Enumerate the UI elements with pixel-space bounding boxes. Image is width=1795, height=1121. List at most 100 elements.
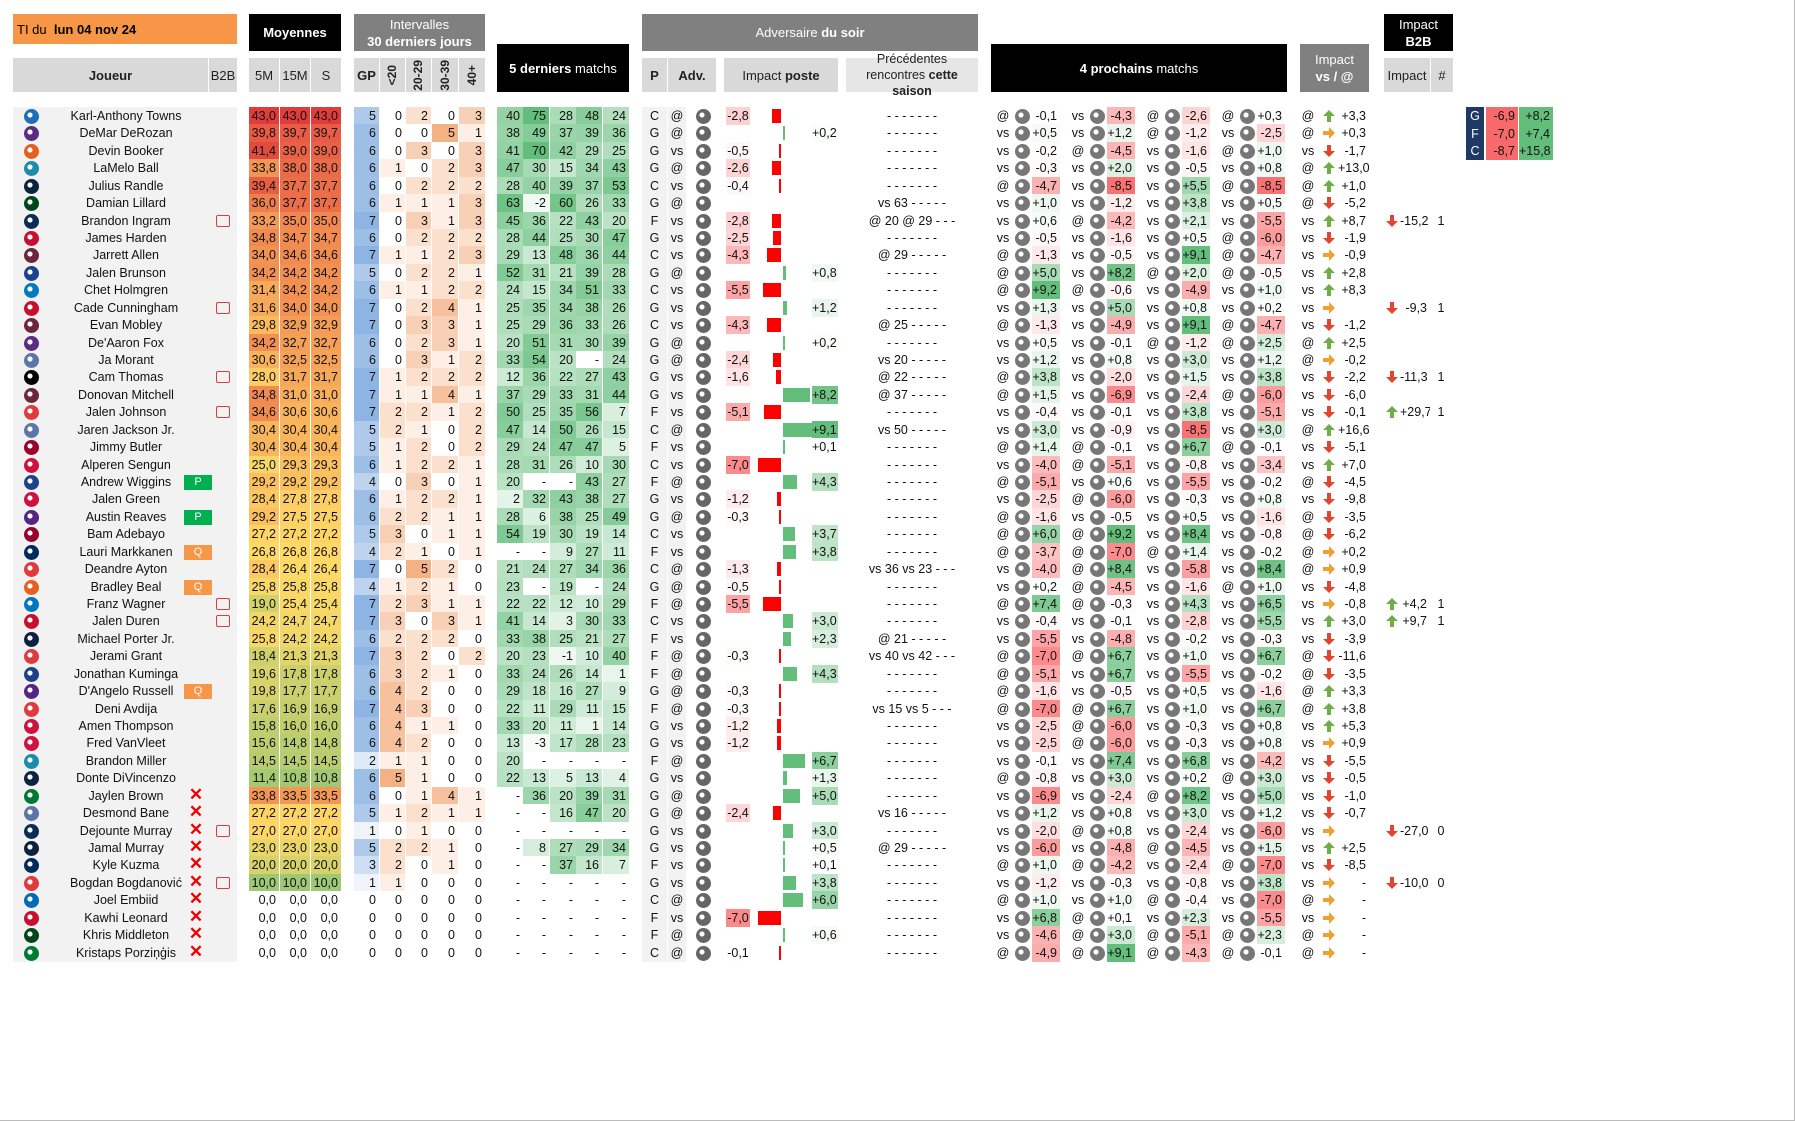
player-row[interactable]: Jaren Jackson Jr. 30,4 30,4 30,4 5 2 1 0 2 47 14 50… [0,420,1795,440]
opponent-logo-icon [696,579,711,595]
last-game-score: 44 [523,229,549,247]
avg-season: 24,2 [311,629,341,648]
player-row[interactable]: Bogdan Bogdanović ✕ 10,0 10,0 10,0 1 1 0 0 0- - - - -… [0,873,1795,893]
player-row[interactable]: Cade Cunningham 31,6 34,0 34,0 7 0 2 4 1 25 35 34 38… [0,298,1795,318]
col-joueur[interactable]: Joueur [13,58,208,92]
player-row[interactable]: Jaylen Brown ✕ 33,8 33,5 33,5 6 0 1 4 1-36 20 39 31 G… [0,786,1795,806]
last-game-score: 23 [523,647,549,666]
player-row[interactable]: Jonathan Kuminga 19,6 17,8 17,8 6 3 2 1 0 33 24 26 1… [0,664,1795,684]
col-hash[interactable]: # [1431,58,1453,92]
next-opponent-logo-icon [1015,893,1030,909]
avg-15m: 31,7 [280,368,310,387]
player-row[interactable]: LaMelo Ball 33,8 38,0 38,0 6 1 0 2 3 47 30 15 34 43 G @… [0,158,1795,178]
player-row[interactable]: Jalen Brunson 34,2 34,2 34,2 5 0 2 2 1 52 31 21 39 28… [0,263,1795,283]
col-gp[interactable]: GP [354,58,379,92]
player-row[interactable]: Julius Randle 39,4 37,7 37,7 6 0 2 2 2 28 40 39 37 53… [0,176,1795,196]
team-logo-icon [24,300,39,316]
player-name: Jamal Murray [88,841,164,856]
player-row[interactable]: D'Angelo Russell Q 19,8 17,7 17,7 6 4 2 0 0 29 18 16… [0,681,1795,701]
player-row[interactable]: Donovan Mitchell 34,8 31,0 31,0 7 1 1 4 1 37 29 33 3… [0,385,1795,405]
next-impact: -5,1 [1107,455,1135,474]
col-40plus[interactable]: 40+ [459,58,485,92]
player-row[interactable]: Amen Thompson 15,8 16,0 16,0 6 4 1 1 0 33 20 11 1 14 G… [0,716,1795,736]
col-s[interactable]: S [311,58,341,92]
player-row[interactable]: Bradley Beal Q 25,8 25,8 25,8 4 1 2 1 0 23-19-24 G @… [0,577,1795,597]
player-row[interactable]: Chet Holmgren 31,4 34,2 34,2 6 1 1 2 2 24 15 34 51 33… [0,280,1795,300]
col-impact[interactable]: Impact [1384,58,1430,92]
player-row[interactable]: Joel Embiid ✕ 0,0 0,0 0,0 0 0 0 0 0- - - - - C @ +6,0- -… [0,890,1795,910]
player-row[interactable]: Michael Porter Jr. 25,8 24,2 24,2 6 2 2 2 0 33 38 2… [0,629,1795,649]
player-name: Deni Avdija [94,701,158,716]
player-row[interactable]: Brandon Miller 14,5 14,5 14,5 2 1 1 0 0 20- - - - F @ +… [0,751,1795,771]
player-row[interactable]: Karl-Anthony Towns 43,0 43,0 43,0 5 0 2 0 3 40 75 2… [0,106,1795,126]
col-2029[interactable]: 20-29 [406,58,431,92]
col-adv[interactable]: Adv. [668,58,716,92]
next-venue: vs [996,614,1010,629]
avg-season: 34,6 [311,246,341,265]
next-impact: -6,0 [1107,734,1135,753]
next-opponent-logo-icon [1015,631,1030,647]
player-row[interactable]: Franz Wagner 19,0 25,4 25,4 7 2 3 1 1 22 22 12 10 29 F… [0,594,1795,614]
status-out-icon: ✕ [188,802,204,822]
last-game-score: 21 [576,629,602,648]
next-impact: -0,3 [1257,629,1285,648]
next-opponent-logo-icon [1240,422,1255,438]
player-row[interactable]: Kristaps Porziņģis ✕ 0,0 0,0 0,0 0 0 0 0 0- - - - - C @… [0,943,1795,963]
impact-vs-venue: vs [1301,318,1315,333]
next-impact: -0,3 [1032,159,1060,178]
player-row[interactable]: Austin Reaves P 29,2 27,5 27,5 6 2 2 1 1 28 6 38 25 49… [0,507,1795,527]
next-opponent-logo-icon [1090,492,1105,508]
col-impact-poste[interactable]: Impact poste [724,58,838,92]
row-band [13,856,237,875]
impact-poste-bar [773,806,781,821]
impact-vs-venue: vs [1301,440,1315,455]
next-opponent-logo-icon [1090,143,1105,159]
player-row[interactable]: De'Aaron Fox 34,2 32,7 32,7 6 0 2 3 1 20 51 31 30 39 G… [0,333,1795,353]
player-row[interactable]: Jarrett Allen 34,0 34,6 34,6 7 1 1 2 3 29 13 48 36 44… [0,245,1795,265]
player-row[interactable]: James Harden 34,8 34,7 34,7 6 0 2 2 2 28 44 25 30 47 G… [0,228,1795,248]
col-15m[interactable]: 15M [280,58,310,92]
col-lt20[interactable]: <20 [380,58,405,92]
player-row[interactable]: Khris Middleton ✕ 0,0 0,0 0,0 0 0 0 0 0- - - - - F @ +0,… [0,925,1795,945]
avg-15m: 26,8 [280,542,310,561]
player-row[interactable]: Andrew Wiggins P 29,2 29,2 29,2 4 0 3 0 1 20- -43 27… [0,472,1795,492]
team-logo-icon [24,318,39,334]
arrow-down-icon [1323,232,1335,244]
col-2029-label: 20-29 [411,59,425,91]
next-impact: +1,0 [1257,281,1285,300]
team-logo-icon [24,161,39,177]
col-precedentes[interactable]: Précédentes rencontres cette saison [846,52,978,98]
player-row[interactable]: Brandon Ingram 33,2 35,0 35,0 7 0 3 1 3 45 36 22 43 2… [0,211,1795,231]
col-5m[interactable]: 5M [249,58,279,92]
player-row[interactable]: Deni Avdija 17,6 16,9 16,9 7 4 3 0 0 22 11 29 11 15 F @… [0,699,1795,719]
player-row[interactable]: Jalen Johnson 34,6 30,6 30,6 7 2 2 1 2 50 25 35 56 7 F… [0,402,1795,422]
player-row[interactable]: Alperen Sengun 25,0 29,3 29,3 6 1 2 2 1 28 31 26 10 3… [0,455,1795,475]
player-row[interactable]: Lauri Markkanen Q 26,8 26,8 26,8 4 2 1 0 1- -9 27 11… [0,542,1795,562]
player-row[interactable]: Ja Morant 30,6 32,5 32,5 6 0 3 1 2 33 54 20-24 G @ -2,… [0,350,1795,370]
col-p[interactable]: P [642,58,667,92]
player-row[interactable]: Jerami Grant 18,4 21,3 21,3 7 3 2 0 2 20 23 -1 10 40 F… [0,646,1795,666]
player-row[interactable]: Desmond Bane ✕ 27,2 27,2 27,2 5 1 2 1 1- -16 47 20 G @… [0,803,1795,823]
player-row[interactable]: Deandre Ayton 28,4 26,4 26,4 7 0 5 2 0 21 24 27 34 36… [0,559,1795,579]
player-row[interactable]: Devin Booker 41,4 39,0 39,0 6 0 3 0 3 41 70 42 29 25 G… [0,141,1795,161]
avg-5m: 31,6 [249,298,279,317]
player-row[interactable]: Fred VanVleet 15,6 14,8 14,8 6 4 2 0 0 13 -3 17 28 23… [0,733,1795,753]
player-row[interactable]: DeMar DeRozan 39,8 39,7 39,7 6 0 0 5 1 38 49 37 39 36… [0,123,1795,143]
next-impact: +0,5 [1182,229,1210,247]
player-row[interactable]: Damian Lillard 36,0 37,7 37,7 6 1 1 1 3 63 -2 60 26 3… [0,193,1795,213]
col-3039[interactable]: 30-39 [432,58,458,92]
position: F [642,751,667,770]
last-game-score: 28 [497,507,523,526]
col-b2b[interactable]: B2B [209,58,237,92]
player-row[interactable]: Donte DiVincenzo 11,4 10,8 10,8 6 5 1 0 0 22 13 5 13… [0,768,1795,788]
